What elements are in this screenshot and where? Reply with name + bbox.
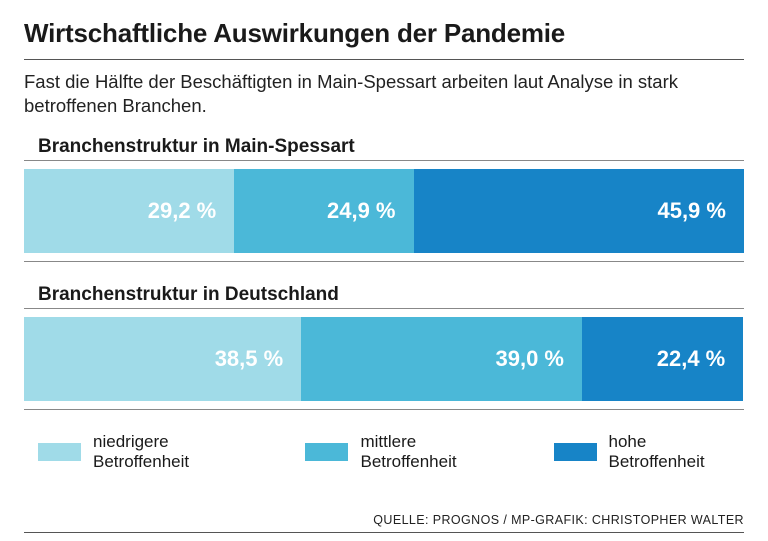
headline: Wirtschaftliche Auswirkungen der Pandemi… [24, 18, 744, 49]
bar-value: 22,4 % [657, 346, 726, 372]
chart-main-spessart: Branchenstruktur in Main-Spessart 29,2 %… [24, 136, 744, 262]
bar-value: 38,5 % [215, 346, 284, 372]
bar-segment-low: 38,5 % [24, 317, 301, 401]
divider-top [24, 59, 744, 60]
bar-segment-mid: 24,9 % [234, 169, 413, 253]
bar-value: 24,9 % [327, 198, 396, 224]
stacked-bar: 38,5 % 39,0 % 22,4 % [24, 317, 744, 401]
chart-title: Branchenstruktur in Main-Spessart [38, 136, 744, 158]
legend-swatch [38, 443, 81, 461]
bar-segment-mid: 39,0 % [301, 317, 582, 401]
bar-value: 29,2 % [148, 198, 217, 224]
stacked-bar: 29,2 % 24,9 % 45,9 % [24, 169, 744, 253]
legend-swatch [554, 443, 597, 461]
subheadline: Fast die Hälfte der Beschäftigten in Mai… [24, 70, 744, 118]
legend-item-high: hohe Betroffenheit [554, 432, 745, 472]
bar-segment-high: 22,4 % [582, 317, 743, 401]
legend-label: mittlere Betroffenheit [360, 432, 513, 472]
bar-container: 38,5 % 39,0 % 22,4 % [24, 308, 744, 410]
divider-bottom [24, 532, 744, 533]
bar-segment-low: 29,2 % [24, 169, 234, 253]
legend-label: niedrigere Betroffenheit [93, 432, 265, 472]
legend: niedrigere Betroffenheit mittlere Betrof… [38, 432, 744, 472]
bar-value: 39,0 % [495, 346, 564, 372]
legend-swatch [305, 443, 348, 461]
bar-container: 29,2 % 24,9 % 45,9 % [24, 160, 744, 262]
bar-value: 45,9 % [657, 198, 726, 224]
source-credit: QUELLE: PROGNOS / MP-GRAFIK: CHRISTOPHER… [373, 513, 744, 527]
chart-title: Branchenstruktur in Deutschland [38, 284, 744, 306]
legend-item-low: niedrigere Betroffenheit [38, 432, 265, 472]
chart-deutschland: Branchenstruktur in Deutschland 38,5 % 3… [24, 284, 744, 410]
legend-label: hohe Betroffenheit [609, 432, 745, 472]
bar-segment-high: 45,9 % [414, 169, 744, 253]
legend-item-mid: mittlere Betroffenheit [305, 432, 513, 472]
